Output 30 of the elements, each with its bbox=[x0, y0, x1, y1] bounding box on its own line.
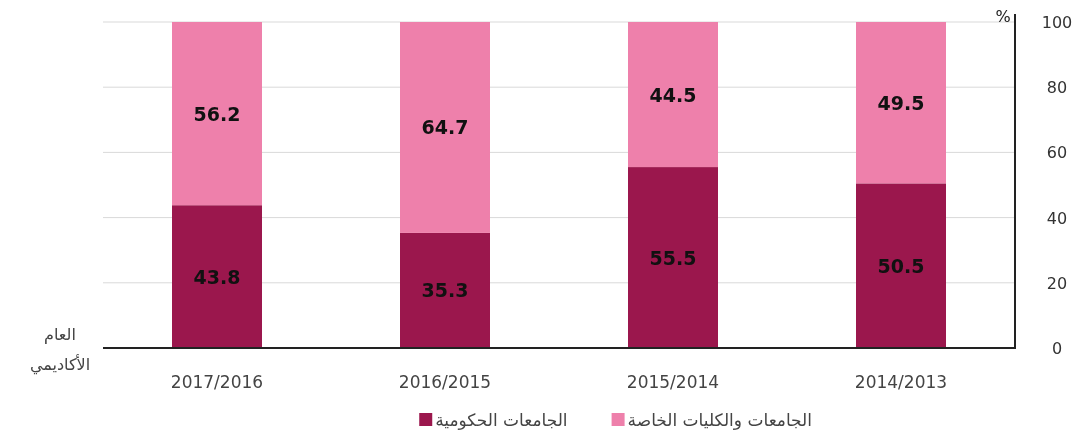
y-tick-label: 20 bbox=[1046, 273, 1068, 293]
data-label: 55.5 bbox=[649, 246, 697, 269]
legend-label: الجامعات الحكومية bbox=[435, 410, 568, 430]
data-label: 50.5 bbox=[877, 254, 925, 277]
y-tick-label: 40 bbox=[1046, 208, 1068, 228]
bar bbox=[628, 167, 718, 348]
bar bbox=[400, 22, 490, 233]
data-label: 64.7 bbox=[421, 116, 469, 139]
y-tick-label: 60 bbox=[1046, 143, 1068, 163]
data-label: 49.5 bbox=[877, 91, 925, 114]
data-label: 44.5 bbox=[649, 83, 697, 106]
data-label: 35.3 bbox=[421, 279, 469, 302]
x-tick-label: 2015/2014 bbox=[626, 372, 720, 392]
legend-label: الجامعات والكليات الخاصة bbox=[627, 410, 812, 430]
x-tick-label: 2014/2013 bbox=[854, 372, 948, 392]
y-tick-label: 100 bbox=[1041, 13, 1073, 32]
bar bbox=[856, 183, 946, 348]
bar bbox=[400, 232, 490, 348]
y-tick-label: 0 bbox=[1051, 339, 1063, 358]
x-tick-label: 2017/2016 bbox=[170, 372, 264, 392]
bar bbox=[172, 205, 262, 348]
y-tick-label: 80 bbox=[1046, 78, 1068, 98]
bar bbox=[172, 22, 262, 206]
bar bbox=[856, 22, 946, 184]
x-tick-label: 2016/2015 bbox=[398, 372, 492, 392]
data-label: 56.2 bbox=[193, 102, 241, 125]
y-axis-title: % bbox=[995, 7, 1011, 26]
x-axis-title: العام الأكاديمي bbox=[29, 325, 91, 375]
bar bbox=[628, 22, 718, 168]
data-label: 43.8 bbox=[193, 265, 241, 288]
